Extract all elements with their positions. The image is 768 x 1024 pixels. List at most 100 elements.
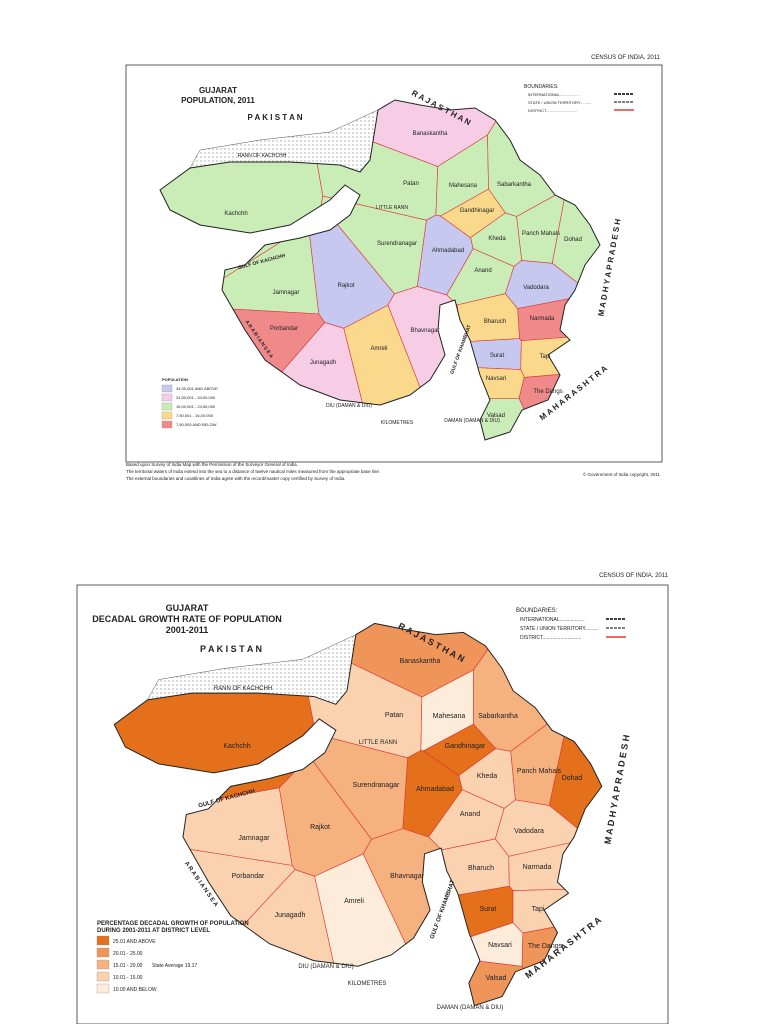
- state-outline: [113, 622, 603, 1007]
- district-label: Gandhinagar: [460, 208, 495, 214]
- census-label: CENSUS OF INDIA, 2011: [591, 55, 661, 61]
- place-label: DIU (DAMAN & DIU): [298, 964, 353, 970]
- district-label: Ahmadabad: [432, 248, 464, 254]
- district-label: Panch Mahals: [522, 231, 560, 237]
- district-label: Bhavnagar: [390, 873, 425, 880]
- map-note: The external boundaries and coastlines o…: [126, 476, 345, 481]
- district-label: Rajkot: [337, 283, 354, 289]
- district-label: Dohad: [564, 237, 582, 243]
- boundary-item: STATE / UNION TERRITORY..........: [520, 626, 599, 632]
- boundary-item: INTERNATIONAL..................: [528, 92, 580, 97]
- district-label: Tapi: [532, 906, 545, 913]
- legend-swatch: [161, 384, 173, 393]
- legend-label: 16,00,001 - 24,50,000: [176, 404, 216, 409]
- boundaries-title: BOUNDARIES:: [516, 608, 558, 614]
- district-label: Vadodara: [514, 828, 544, 835]
- legend-title: PERCENTAGE DECADAL GROWTH OF POPULATION: [97, 921, 249, 927]
- district-label: Banaskantha: [412, 131, 448, 137]
- district-label: Porbandar: [270, 326, 298, 332]
- district-label: Banaskantha: [400, 658, 441, 665]
- map-title: POPULATION, 2011: [181, 96, 255, 105]
- district-label: Jamnagar: [238, 835, 270, 842]
- district-label: Patan: [385, 712, 403, 719]
- legend-swatch: [96, 971, 110, 982]
- district-label: Amreli: [370, 346, 387, 352]
- legend-note: State Average 19.17: [152, 963, 197, 969]
- map-title: GUJARAT: [199, 86, 237, 95]
- place-label: P A K I S T A N: [247, 113, 302, 122]
- map-title: 2001-2011: [166, 625, 209, 635]
- district-label: Sabarkantha: [497, 182, 532, 188]
- district-label: Dohad: [562, 775, 583, 782]
- place-label: LITTLE RANN: [376, 205, 408, 211]
- legend-label: 25.01 AND ABOVE: [113, 939, 156, 945]
- district-label: The Dangs: [533, 389, 562, 395]
- district-label: The Dangs: [528, 943, 563, 950]
- map-note: The territorial waters of India extend i…: [126, 469, 380, 474]
- district-label: Junagadh: [275, 912, 306, 919]
- district-label: Kachchh: [224, 211, 247, 217]
- boundary-item: INTERNATIONAL..................: [520, 617, 585, 623]
- legend-swatch: [96, 947, 110, 958]
- legend-title: POPULATION: [162, 377, 188, 382]
- district-label: Ahmadabad: [416, 786, 454, 793]
- district-label: Navsari: [486, 376, 506, 382]
- district-label: Junagadh: [310, 360, 336, 366]
- place-label: P A K I S T A N: [200, 644, 262, 654]
- district-label: Amreli: [344, 898, 364, 905]
- district-label: Mahesana: [433, 713, 466, 720]
- place-label: DAMAN (DAMAN & DIU): [437, 1005, 504, 1011]
- legend-label: 24,50,001 - 34,00,000: [176, 395, 216, 400]
- state-outline: [159, 99, 601, 441]
- place-label: DIU (DAMAN & DIU): [326, 403, 372, 409]
- legend-label: 10.00 AND BELOW: [113, 987, 157, 993]
- district-label: Narmada: [530, 316, 555, 322]
- legend-label: 15.01 - 20.00: [113, 963, 143, 969]
- place-label: LITTLE RANN: [359, 740, 397, 746]
- district-label: Valsad: [487, 413, 505, 419]
- district-label: Jamnagar: [273, 290, 300, 296]
- district-label: Valsad: [486, 975, 507, 982]
- district-label: Surendranagar: [377, 241, 417, 247]
- place-label: KILOMETRES: [381, 420, 414, 426]
- map-title: DECADAL GROWTH RATE OF POPULATION: [92, 614, 282, 624]
- district-label: Kheda: [488, 236, 506, 242]
- district-label: Bhavnagar: [410, 328, 439, 334]
- legend-label: 34,00,001 AND ABOVE: [176, 386, 218, 391]
- census-label: CENSUS OF INDIA, 2011: [599, 573, 669, 579]
- legend-label: 10.01 - 15.00: [113, 975, 143, 981]
- place-label: KILOMETRES: [348, 981, 387, 987]
- district-label: Bharuch: [484, 319, 506, 325]
- district-label: Kachchh: [223, 743, 250, 750]
- district-label: Kheda: [477, 773, 497, 780]
- legend-swatch: [96, 983, 110, 994]
- boundary-item: DISTRICT............................: [520, 635, 581, 641]
- place-label: RANN OF KACHCHH: [238, 153, 287, 159]
- district-label: Tapi: [539, 354, 550, 360]
- map-note: Based upon Survey of India Map with the …: [126, 462, 298, 467]
- boundary-item: DISTRICT............................: [528, 108, 577, 113]
- boundaries-title: BOUNDARIES:: [524, 84, 558, 90]
- district-label: Patan: [403, 181, 419, 187]
- district-label: Bharuch: [468, 865, 494, 872]
- legend-swatch: [161, 411, 173, 420]
- district-label: Panch Mahals: [517, 768, 562, 775]
- district-label: Narmada: [523, 864, 552, 871]
- boundary-item: STATE / UNION TERRITORY..........: [528, 100, 591, 105]
- district-label: Surat: [480, 906, 497, 913]
- legend-label: 7,50,000 AND BELOW: [176, 422, 217, 427]
- district-label: Navsari: [488, 942, 512, 949]
- legend-label: 7,50,001 - 16,00,000: [176, 413, 214, 418]
- legend-swatch: [161, 420, 173, 429]
- district-label: Rajkot: [310, 824, 330, 831]
- district-label: Porbandar: [232, 873, 265, 880]
- district-label: Mahesana: [449, 183, 478, 189]
- district-label: Anand: [460, 811, 480, 818]
- district-label: Vadodara: [523, 285, 549, 291]
- legend-title: DURING 2001-2011 AT DISTRICT LEVEL: [97, 928, 210, 934]
- district-label: Sabarkantha: [478, 713, 518, 720]
- map-title: GUJARAT: [166, 603, 209, 613]
- district-label: Gandhinagar: [445, 743, 486, 750]
- legend-swatch: [161, 393, 173, 402]
